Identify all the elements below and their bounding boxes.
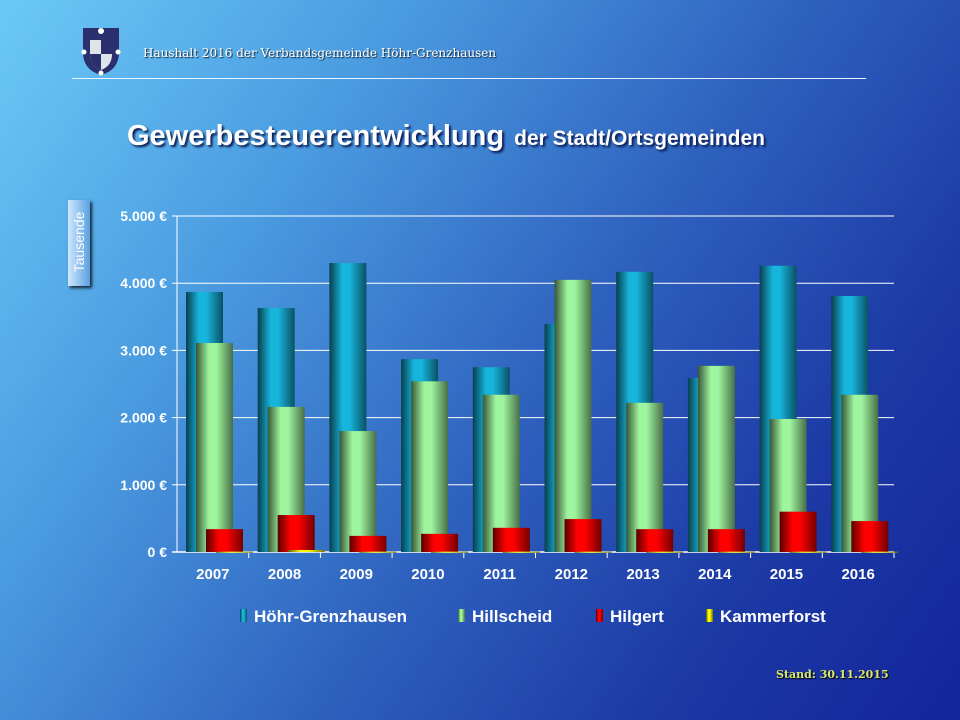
bar-hilgert [206,529,243,552]
x-tick-label: 2015 [770,566,803,583]
coat-of-arms-logo [81,28,121,76]
x-tick-label: 2014 [698,566,732,583]
legend-swatch [240,609,247,622]
bar-hilgert [421,533,459,552]
legend-label: Kammerforst [720,607,826,626]
bar-hillscheid [196,343,233,552]
y-tick-label: 1.000 € [120,477,167,493]
y-axis-unit-box: Tausende [68,200,90,286]
legend-swatch [458,609,465,622]
bar-hillscheid [554,279,592,552]
bar-hilgert [349,535,387,552]
bar-kammerforst [431,551,469,553]
legend-swatch [596,609,603,622]
bar-kammerforst [789,551,827,553]
bar-kammerforst [287,549,325,552]
slide-title-main: Gewerbesteuerentwicklung [127,120,505,152]
x-tick-label: 2008 [268,566,301,583]
x-tick-label: 2012 [555,566,588,583]
bar-kammerforst [359,551,397,553]
bar-kammerforst [646,551,684,553]
legend-label: Hilgert [610,607,664,626]
bar-hillscheid [411,381,449,552]
bar-hilgert [636,529,674,552]
bar-kammerforst [216,551,253,553]
bar-hilgert [492,527,530,552]
header-title: Haushalt 2016 der Verbandsgemeinde Höhr-… [143,46,497,60]
bar-hilgert [707,529,745,552]
x-tick-label: 2011 [483,566,516,583]
x-tick-label: 2007 [196,566,229,583]
legend-label: Hillscheid [472,607,552,626]
y-tick-label: 5.000 € [120,208,167,224]
bar-kammerforst [574,551,612,553]
bar-hilgert [277,515,315,552]
slide-title: Gewerbesteuerentwicklung der Stadt/Ortsge… [127,120,765,153]
slide-title-sub: der Stadt/Ortsgemeinden [514,127,766,150]
legend-label: Höhr-Grenzhausen [254,607,407,626]
x-tick-label: 2013 [626,566,659,583]
y-tick-label: 2.000 € [120,410,167,426]
bar-hillscheid [482,394,520,552]
y-tick-label: 3.000 € [120,342,167,358]
x-tick-label: 2010 [411,566,444,583]
legend-swatch [706,609,713,622]
header-divider [72,78,866,79]
x-tick-label: 2016 [841,566,874,583]
y-tick-label: 4.000 € [120,275,167,291]
bar-kammerforst [861,551,899,553]
bar-kammerforst [502,551,540,553]
bar-hillscheid [697,365,735,552]
bar-hilgert [779,511,817,552]
bar-hilgert [564,519,602,552]
stand-date: Stand: 30.11.2015 [776,668,889,681]
y-tick-label: 0 € [148,544,168,560]
bar-kammerforst [717,551,755,553]
x-tick-label: 2009 [340,566,373,583]
bar-hillscheid [339,431,377,552]
bar-hilgert [851,521,889,552]
bar-hillscheid [626,402,664,552]
